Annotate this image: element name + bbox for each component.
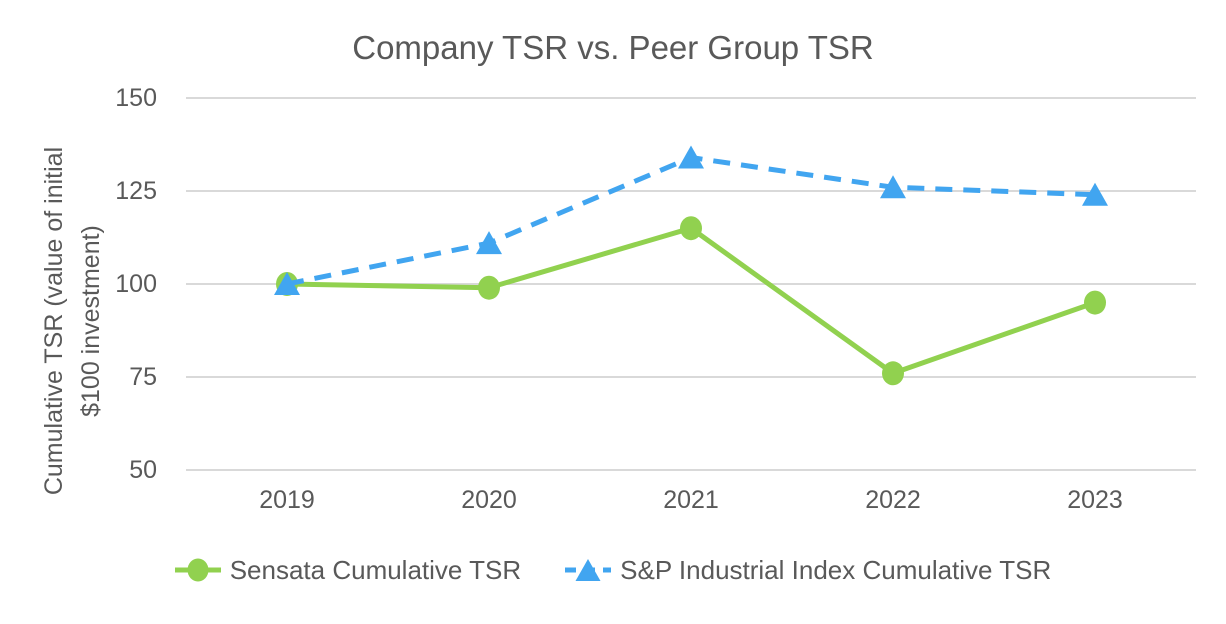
sp-industrial-data-marker <box>1082 182 1108 206</box>
sp-industrial-data-marker <box>476 231 502 255</box>
chart-title: Company TSR vs. Peer Group TSR <box>352 29 874 66</box>
y-tick-label: 50 <box>129 456 157 484</box>
legend-item-sensata: Sensata Cumulative TSR <box>174 554 522 586</box>
y-tick-label: 100 <box>115 270 157 298</box>
sensata-data-marker <box>882 361 904 386</box>
sensata-data-marker <box>680 216 702 241</box>
sp-industrial-data-marker <box>678 145 704 169</box>
sensata-data-marker <box>1084 290 1106 315</box>
sp-industrial-data-marker <box>880 175 906 199</box>
x-tick-label: 2021 <box>663 486 719 514</box>
x-tick-label: 2019 <box>259 486 315 514</box>
legend-item-sp-industrial: S&P Industrial Index Cumulative TSR <box>565 555 1051 586</box>
legend: Sensata Cumulative TSR S&P Industrial In… <box>0 548 1226 592</box>
sp-industrial-data-marker <box>274 272 300 295</box>
x-tick-label: 2020 <box>461 486 517 514</box>
x-tick-label: 2022 <box>865 486 921 514</box>
sensata-data-marker <box>478 275 500 300</box>
y-tick-label: 125 <box>115 177 157 205</box>
sp-industrial-marker-icon <box>565 559 612 581</box>
legend-label-sp-industrial: S&P Industrial Index Cumulative TSR <box>620 554 1052 585</box>
legend-label-sensata: Sensata Cumulative TSR <box>229 554 522 585</box>
sensata-series-line <box>286 225 1096 376</box>
y-tick-label: 150 <box>115 84 157 112</box>
sensata-marker-icon <box>174 558 221 582</box>
x-tick-label: 2023 <box>1067 486 1123 514</box>
y-tick-label: 75 <box>129 363 157 391</box>
